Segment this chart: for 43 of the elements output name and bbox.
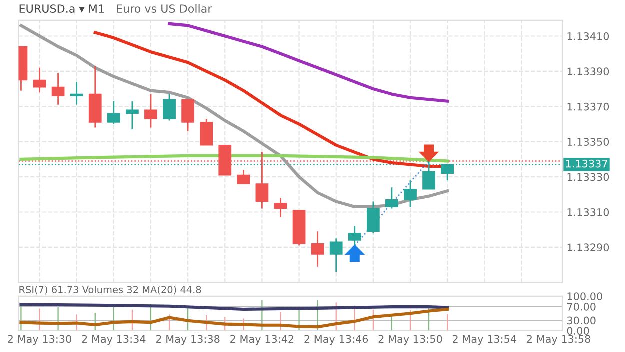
candlestick [237, 169, 250, 185]
x-tick-label: 2 May 13:34 [82, 335, 146, 346]
candlestick [200, 118, 214, 146]
candlestick [107, 100, 120, 125]
candlestick [52, 72, 65, 106]
y-tick-label: 1.13410 [568, 32, 610, 40]
candlestick [182, 98, 194, 132]
candlestick [348, 226, 362, 246]
candlestick [330, 238, 343, 273]
x-tick-label: 2 May 13:50 [378, 335, 442, 346]
x-tick-label: 2 May 13:30 [8, 335, 72, 346]
candlestick [70, 81, 84, 106]
line-series [20, 24, 450, 209]
y-tick-label: 30.00 [567, 316, 596, 325]
line-series [168, 22, 450, 103]
y-tick-label: 100.00 [568, 292, 602, 300]
candlestick [33, 67, 46, 94]
y-tick-label: 1.13350 [568, 138, 610, 146]
candlestick [404, 180, 417, 208]
y-tick-label: 0.00 [567, 327, 590, 335]
y-tick-label: 1.13390 [568, 68, 610, 76]
text: RSI(7) 61.73 Volumes 32 MA(20) 44.8 [20, 286, 202, 295]
x-tick-label: 2 May 13:38 [156, 335, 220, 346]
y-tick-label: 70.00 [568, 302, 596, 311]
y-tick-label: 1.13330 [568, 173, 610, 182]
y-tick-label: 1.13290 [568, 244, 610, 252]
candlestick [366, 201, 380, 234]
x-tick-label: 2 May 13:42 [230, 335, 294, 346]
x-tick-label: 2 May 13:54 [453, 335, 516, 346]
candlestick [163, 94, 176, 122]
x-tick-label: 2 May 13:58 [527, 335, 590, 346]
chart-subtitle: Euro vs US Dollar [117, 4, 212, 14]
y-tick-label: 1.13370 [568, 102, 610, 111]
y-tick-label: 1.13310 [568, 208, 610, 216]
chart-title: EURUSD.a ▾ M1 [20, 4, 104, 14]
candlestick [144, 94, 158, 128]
candlestick [274, 197, 288, 218]
x-tick-label: 2 May 13:46 [304, 335, 368, 346]
candlestick [311, 230, 324, 268]
line-series [20, 308, 450, 329]
candlestick [126, 100, 139, 130]
candlestick [386, 186, 398, 210]
ref-line-label: 1.13337 [566, 160, 608, 168]
